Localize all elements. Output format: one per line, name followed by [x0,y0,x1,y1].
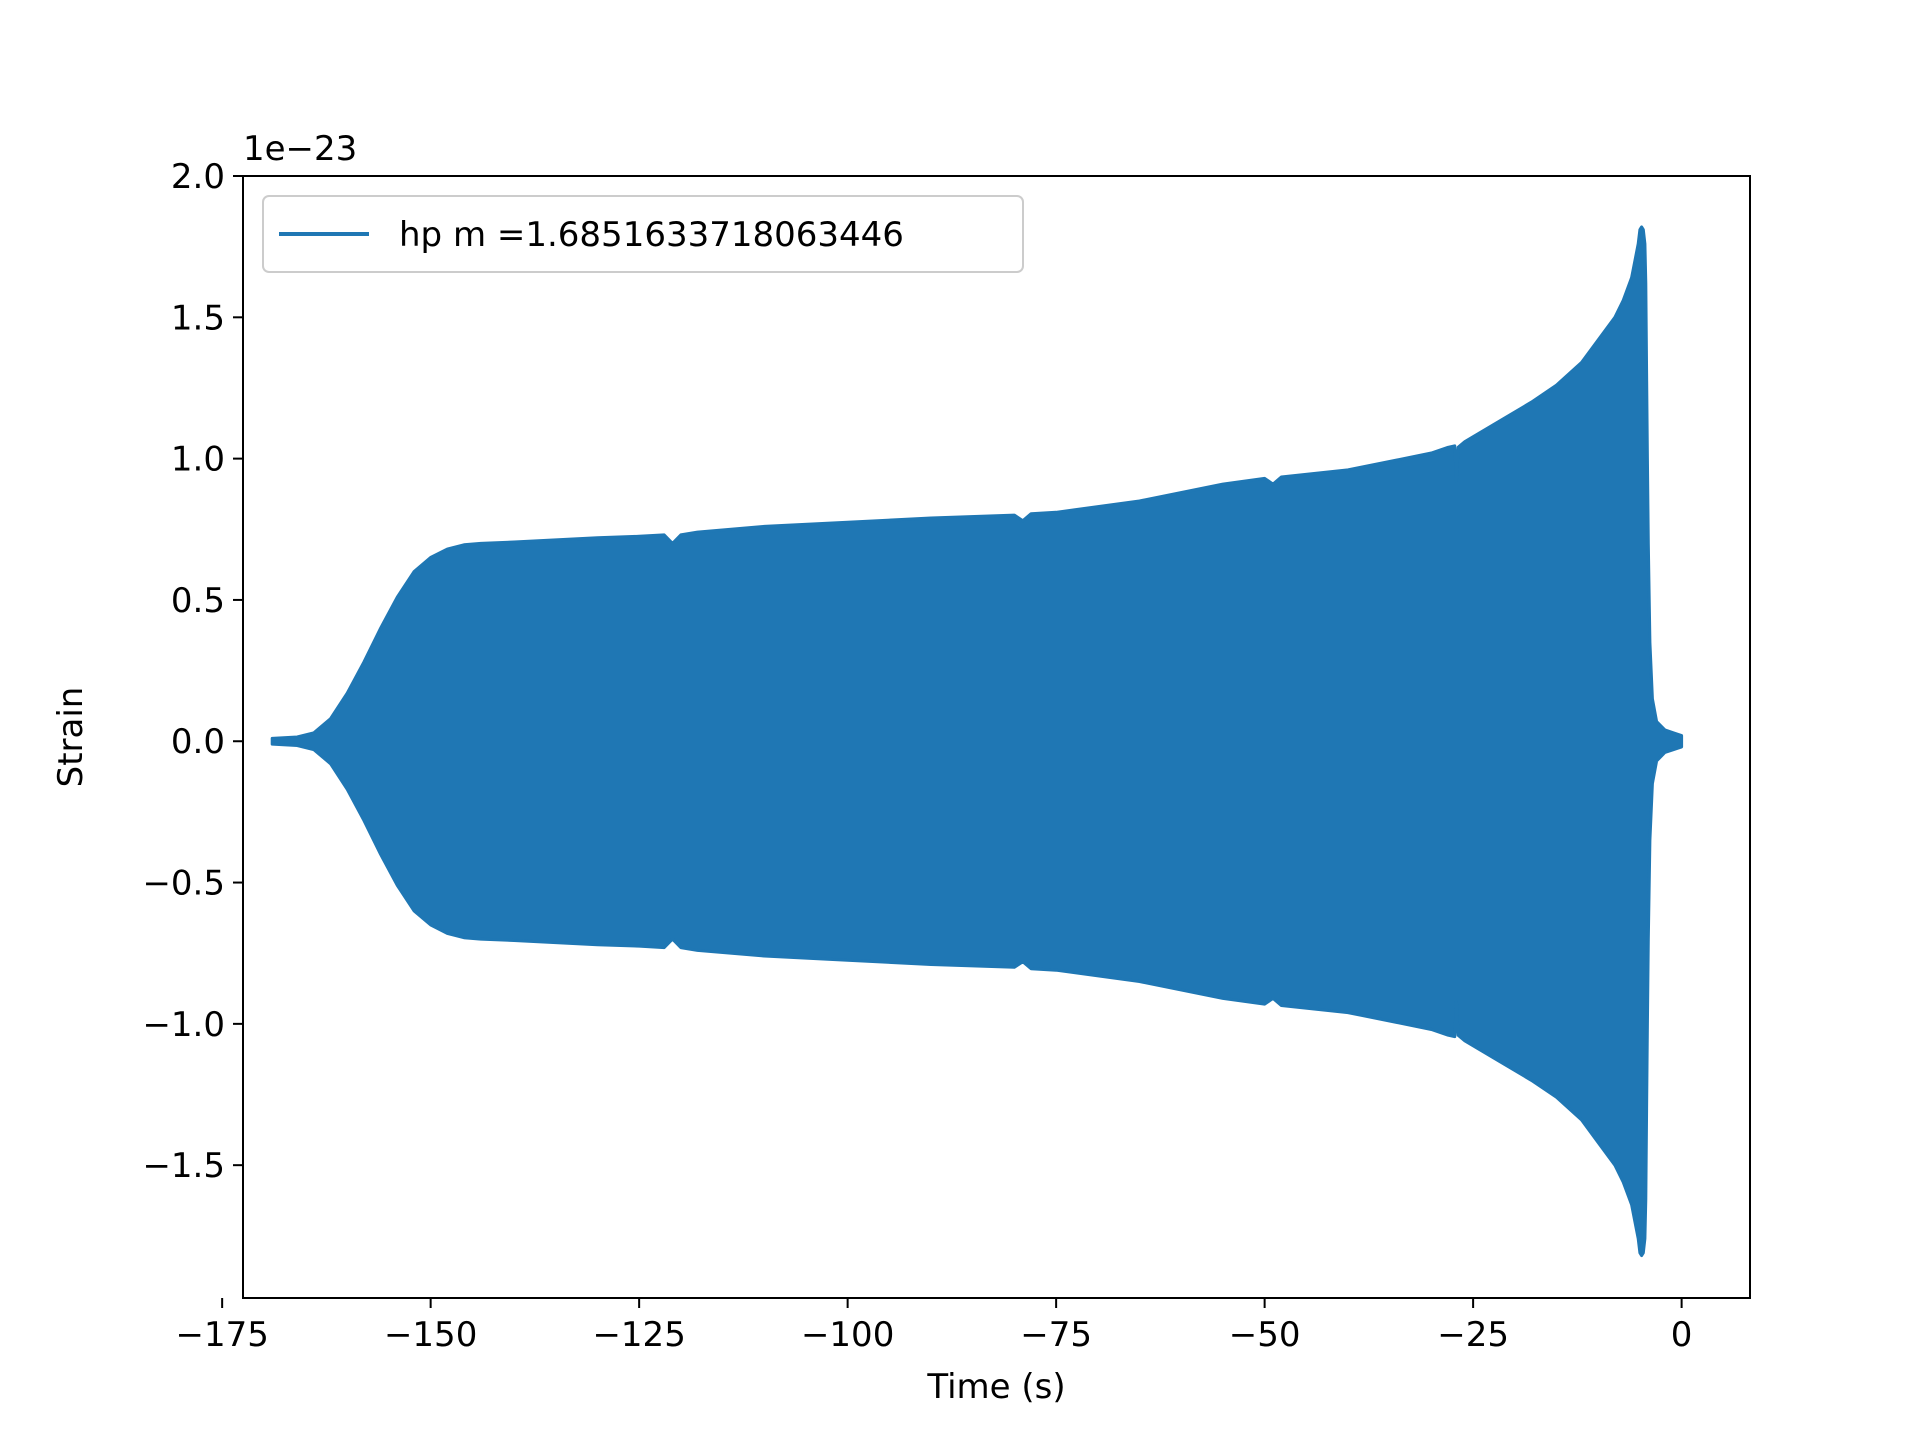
x-tick-label: −75 [1020,1315,1092,1355]
y-axis-ticks: 2.0 1.5 1.0 0.5 0.0 −0.5 −1.0 −1.5 [142,157,243,1186]
legend: hp m =1.6851633718063446 [262,195,1024,273]
x-tick-label: 0 [1671,1315,1693,1355]
y-tick-label: 1.5 [171,298,225,338]
y-tick-label: −1.0 [142,1005,225,1045]
series-layer [270,225,1684,1258]
y-axis-title: Strain [51,687,91,788]
plot-area [242,175,1751,1299]
x-tick-label: −150 [384,1315,477,1355]
legend-box [262,195,1024,273]
x-tick-label: −100 [801,1315,894,1355]
y-tick-label: 1.0 [171,440,225,480]
y-tick-label: 0.0 [171,722,225,762]
legend-label: hp m =1.6851633718063446 [399,215,904,255]
x-tick-label: −175 [175,1315,268,1355]
series-hp-waveform [270,225,1684,1258]
x-axis-title: Time (s) [926,1367,1065,1407]
y-tick-label: −0.5 [142,864,225,904]
y-tick-label: −1.5 [142,1146,225,1186]
x-tick-label: −25 [1437,1315,1509,1355]
x-axis-ticks: −175 −150 −125 −100 −75 −50 −25 0 [175,1298,1692,1355]
axes-frame [242,175,1751,1299]
y-tick-label: 2.0 [171,157,225,197]
y-tick-label: 0.5 [171,581,225,621]
y-axis-scale-label: 1e−23 [243,129,357,169]
x-tick-label: −50 [1229,1315,1301,1355]
x-tick-label: −125 [592,1315,685,1355]
